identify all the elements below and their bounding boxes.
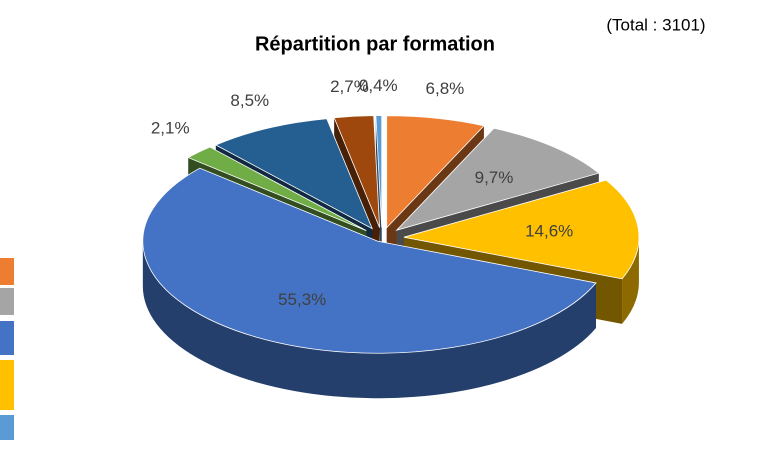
data-label: 6,8% <box>426 79 465 98</box>
legend-swatch <box>0 321 14 355</box>
slice-top <box>214 118 374 230</box>
data-label: 55,3% <box>278 290 326 309</box>
slice-top <box>333 115 380 228</box>
data-label: 8,5% <box>230 91 269 110</box>
slice-top <box>142 167 597 354</box>
annotation: (Total : 3101) <box>606 15 705 34</box>
legend-swatch <box>0 415 14 440</box>
data-label: 14,6% <box>525 221 573 240</box>
slice-wall <box>375 115 382 273</box>
data-label: 0,4% <box>359 76 398 95</box>
slice <box>375 115 383 273</box>
slice-top <box>386 115 485 229</box>
legend-swatch <box>0 288 14 315</box>
legend-swatch <box>0 258 14 285</box>
data-label: 2,1% <box>151 118 190 137</box>
legend-swatch <box>0 360 14 410</box>
slice-top <box>403 179 640 280</box>
slice-top <box>375 115 383 228</box>
slice-side <box>142 241 596 399</box>
legend-strip <box>0 258 14 440</box>
slice <box>142 167 597 399</box>
chart-title: Répartition par formation <box>255 33 495 55</box>
slice-top <box>187 146 367 232</box>
data-label: 2,7% <box>330 77 369 96</box>
slice-top <box>395 127 600 231</box>
data-label: 9,7% <box>475 168 514 187</box>
pie: 6,8% 9,7% 14,6% 55,3% 2,1% 8,5% 2,7%0,4% <box>142 76 640 399</box>
